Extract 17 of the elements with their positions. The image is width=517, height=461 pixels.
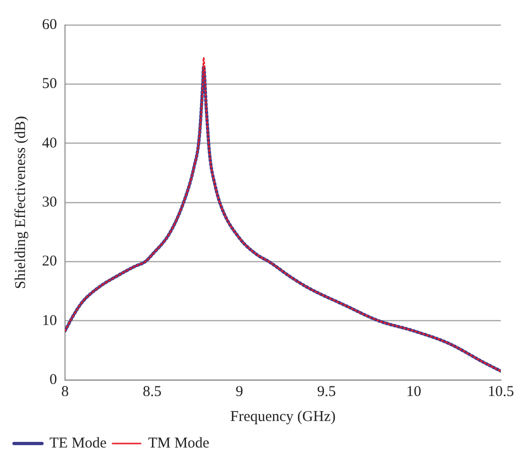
x-axis-title: Frequency (GHz) xyxy=(230,408,336,425)
x-tick-label: 9.5 xyxy=(317,384,336,400)
y-tick-label: 30 xyxy=(42,194,57,210)
x-tick-label: 10.5 xyxy=(488,384,514,400)
y-tick-label: 50 xyxy=(42,76,57,92)
y-tick-label: 60 xyxy=(42,16,57,33)
x-tick-label: 10 xyxy=(406,384,422,400)
legend-label: TM Mode xyxy=(148,435,210,452)
x-tick-label: 8 xyxy=(61,384,69,400)
y-tick-label: 20 xyxy=(42,254,57,270)
y-tick-label: 0 xyxy=(50,372,57,388)
x-tick-label: 8.5 xyxy=(142,384,162,400)
y-tick-label: 40 xyxy=(42,135,57,152)
y-axis-title: Shielding Effectiveness (dB) xyxy=(12,116,29,290)
y-tick-label: 10 xyxy=(42,312,57,329)
x-tick-label: 9 xyxy=(236,384,244,400)
legend-label: TE Mode xyxy=(50,435,107,452)
